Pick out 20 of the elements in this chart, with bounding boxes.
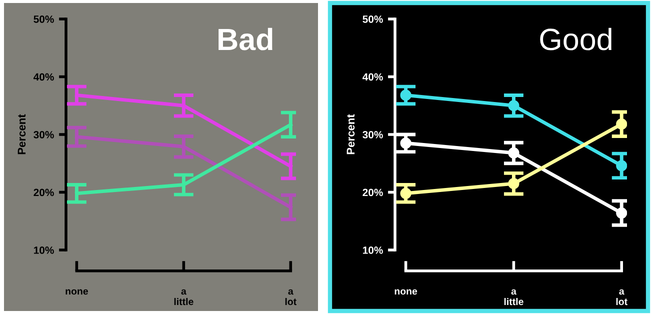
y-tick-label: 20% — [362, 188, 383, 196]
y-tick-label: 10% — [363, 246, 383, 254]
y-axis-title: Percent — [346, 114, 355, 154]
x-tick-label: none — [66, 289, 88, 295]
x-tick-label: a lot — [616, 289, 628, 306]
y-tick-label: 30% — [34, 131, 54, 138]
y-tick-label: 40% — [34, 73, 54, 81]
x-tick-label: none — [394, 289, 418, 295]
y-tick-label: 50% — [362, 16, 383, 23]
x-tick-label: a lot — [285, 289, 296, 306]
y-axis-title: Percent — [18, 114, 26, 154]
y-tick-label: 20% — [34, 188, 54, 196]
chart-title: Bad — [218, 28, 272, 50]
x-tick-label: a little — [174, 289, 194, 306]
chart-title: Good — [540, 28, 612, 50]
y-tick-label: 30% — [362, 131, 383, 138]
x-tick-label: a little — [504, 289, 524, 306]
y-tick-label: 10% — [34, 246, 54, 254]
y-tick-label: 50% — [34, 16, 54, 23]
y-tick-label: 40% — [362, 73, 383, 81]
